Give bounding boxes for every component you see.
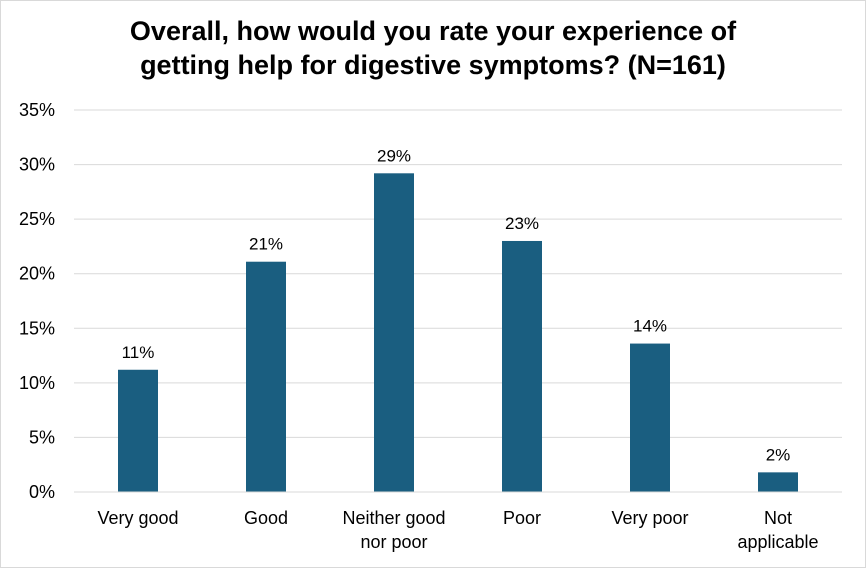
bar [758,472,798,492]
bar [118,369,158,492]
bar [374,173,414,492]
x-tick-label: Good [244,508,288,528]
y-tick-label: 15% [19,318,55,338]
y-tick-label: 35% [19,100,55,120]
data-label: 2% [766,445,791,464]
y-axis: 0% 5% 10% 15% 20% 25% 30% 35% [19,100,55,502]
bar [630,343,670,492]
y-tick-label: 10% [19,373,55,393]
x-tick-label: Neither good [342,508,445,528]
x-tick-label: nor poor [360,532,427,552]
x-tick-label: Very poor [611,508,688,528]
data-label: 21% [249,235,283,254]
chart-title: Overall, how would you rate your experie… [0,14,866,82]
data-label: 23% [505,214,539,233]
data-label: 11% [122,343,155,362]
chart-title-line-1: Overall, how would you rate your experie… [129,16,737,46]
y-tick-label: 5% [29,427,55,447]
bar [246,261,286,492]
data-label: 14% [633,317,667,336]
bar [502,240,542,492]
y-tick-label: 0% [29,482,55,502]
y-tick-label: 20% [19,264,55,284]
y-tick-label: 30% [19,155,55,175]
x-tick-label: Not [764,508,792,528]
gridlines [74,109,842,438]
chart-title-line-2: getting help for digestive symptoms? (N=… [140,50,726,80]
x-tick-label: Poor [503,508,541,528]
bars [118,173,798,492]
x-axis: Very good Good Neither good nor poor Poor Ver… [74,491,842,552]
x-tick-label: Very good [97,508,178,528]
data-label: 29% [377,146,411,165]
data-labels: 11% 21% 29% 23% 14% 2% [122,146,791,464]
y-tick-label: 25% [19,209,55,229]
x-tick-label: applicable [737,532,818,552]
